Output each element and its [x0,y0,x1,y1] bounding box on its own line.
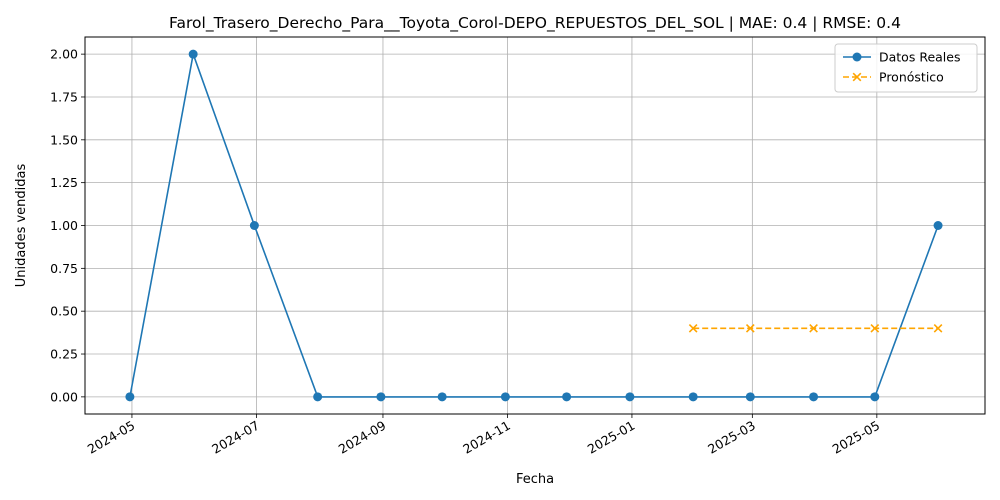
series-1-point [437,392,447,402]
x-marker-stroke [933,323,943,333]
series-2-point [870,323,880,333]
x-axis-label: Fecha [516,472,554,487]
series-1-point [870,392,880,402]
y-tick-label: 1.00 [50,218,78,233]
series-1-point [745,392,755,402]
y-tick-label: 0.75 [50,261,78,276]
legend-entry-label: Pronóstico [879,70,944,85]
y-tick-label: 0.50 [50,304,78,319]
series-1-point [376,392,386,402]
x-marker-stroke [809,323,818,333]
x-marker-stroke [870,323,880,333]
series-1-point [249,221,259,230]
legend: Datos Reales Pronóstico [834,43,978,93]
y-tick-label: 1.75 [50,89,78,104]
y-tick-label: 1.25 [50,175,78,190]
series-1-point [688,392,698,402]
y-tick-label: 0.25 [50,347,78,362]
series-layer [125,49,943,402]
y-tick-label: 2.00 [50,47,78,62]
series-1-point [625,392,635,402]
series-1-point [562,392,572,402]
series-2-point [688,323,698,333]
y-tick-label: 0.00 [50,389,78,404]
series-2-point [933,323,943,333]
series-1-point [809,392,819,402]
series-1-point [933,221,943,230]
chart-title: Farol_Trasero_Derecho_Para__Toyota_Corol… [169,14,901,33]
x-marker-stroke [688,323,698,333]
series-1-point [125,392,135,402]
y-axis-label: Unidades vendidas [14,164,29,288]
legend-box [834,43,978,93]
x-marker-stroke [852,72,862,82]
legend-swatch-marker [852,72,862,82]
y-tick-label: 1.50 [50,132,78,147]
series-line-1 [129,51,939,398]
series-2-point [809,323,818,333]
series-1-point [188,49,198,59]
series-2-point [745,323,755,333]
x-marker-stroke [745,323,755,333]
series-1-point [500,392,510,402]
legend-swatch-marker [852,52,862,62]
legend-entry-label: Datos Reales [879,50,960,65]
series-1-point [313,392,323,402]
